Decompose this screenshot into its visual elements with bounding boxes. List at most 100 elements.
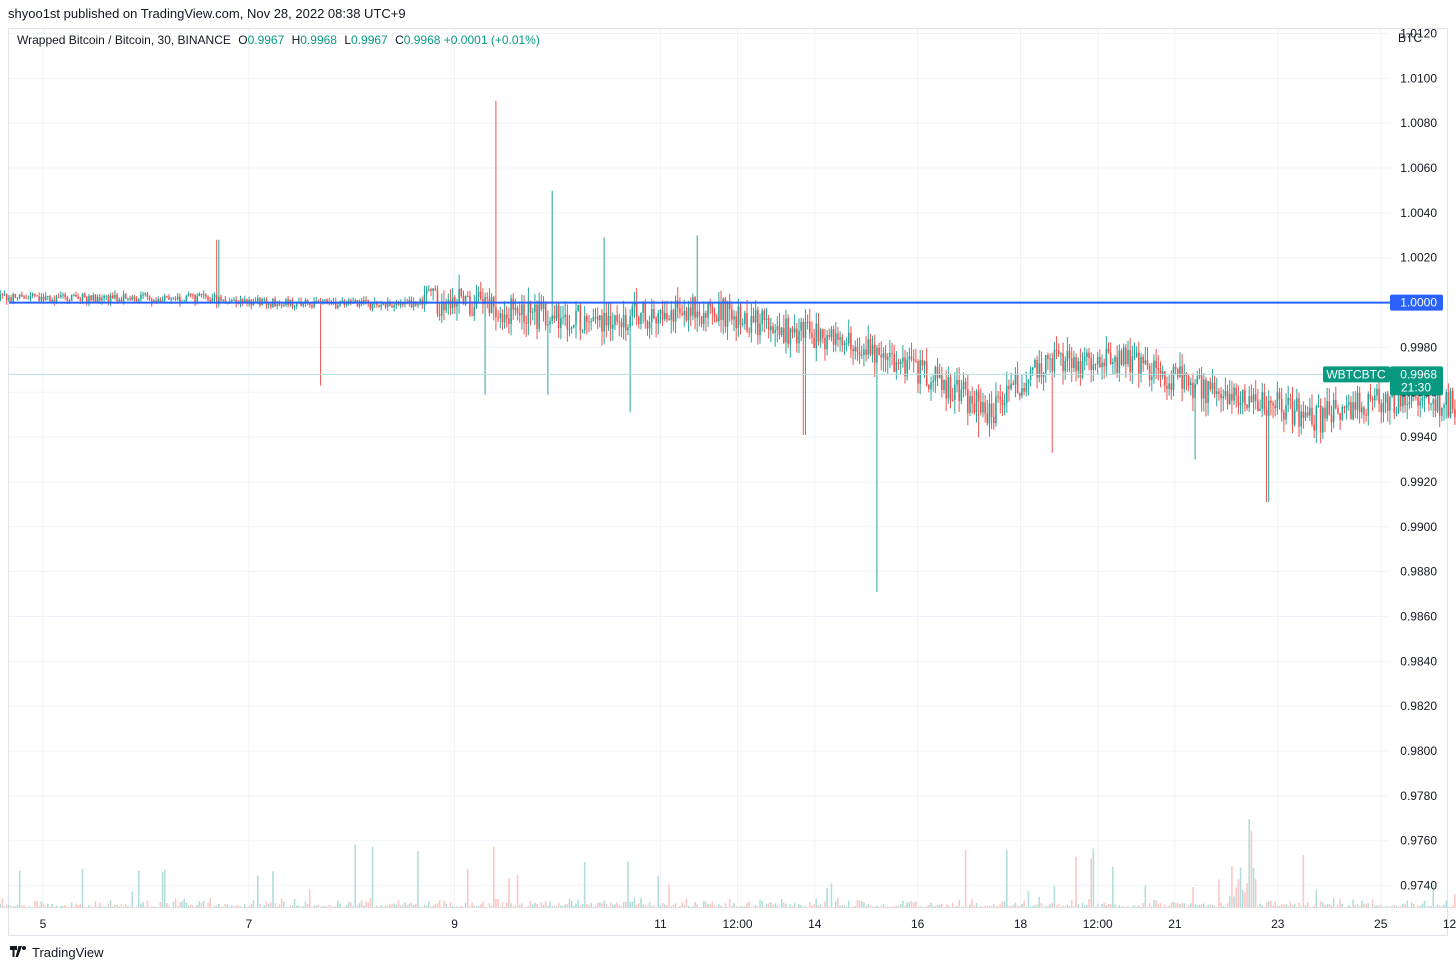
candle-body — [1313, 424, 1315, 431]
volume-bar — [51, 903, 53, 908]
candle-body — [936, 366, 939, 378]
candle-body — [66, 297, 69, 301]
candle-body — [878, 347, 880, 356]
volume-bar — [516, 875, 519, 908]
candle-body — [845, 343, 848, 345]
candle-body — [207, 296, 209, 301]
volume-bar — [977, 906, 980, 908]
volume-bar — [880, 906, 883, 908]
volume-bar — [1339, 899, 1341, 908]
candle-body — [828, 335, 831, 338]
tradingview-footer[interactable]: TradingView — [10, 944, 104, 960]
volume-bar — [568, 898, 571, 908]
volume-bar — [1322, 902, 1324, 908]
volume-bar — [1330, 905, 1333, 908]
candle-body — [728, 301, 731, 310]
volume-bar — [830, 883, 833, 908]
candle-body — [785, 318, 787, 343]
candle-body — [687, 307, 690, 321]
candle-body — [44, 296, 47, 301]
candle-body — [666, 312, 668, 319]
candle-body — [1259, 408, 1261, 411]
candle-body — [958, 379, 960, 401]
volume-bar — [291, 905, 294, 908]
volume-bar — [1441, 906, 1443, 908]
volume-bar — [969, 904, 971, 908]
volume-bar — [1010, 906, 1012, 908]
candle-body — [1347, 402, 1350, 405]
volume-bar — [412, 904, 415, 908]
candle-body — [1248, 396, 1251, 408]
volume-bar — [198, 901, 201, 908]
volume-bar — [417, 851, 419, 908]
volume-bar — [298, 905, 300, 908]
candle-body — [560, 318, 562, 328]
candle-body — [12, 294, 14, 302]
volume-bar — [302, 906, 305, 908]
volume-bar — [311, 906, 313, 908]
volume-bar — [956, 905, 958, 908]
candle-body — [1114, 356, 1116, 363]
price-axis[interactable]: 1.0120 1.0100 1.0080 1.0060 1.0040 1.0020 1.00… — [1400, 26, 1437, 892]
volume-bar — [1263, 906, 1266, 908]
candle-body — [198, 293, 201, 296]
volume-bar — [127, 906, 129, 908]
legend-change: +0.0001 (+0.01%) — [443, 33, 540, 47]
candle-body — [525, 322, 528, 324]
candle-body — [1272, 402, 1274, 406]
candle-body — [778, 326, 781, 335]
volume-bar — [304, 901, 307, 908]
time-axis[interactable]: 5791112:0014161812:0021232512:002812:00D… — [40, 917, 1456, 931]
volume-bar — [923, 906, 926, 908]
volume-bar — [653, 905, 655, 908]
candle-body — [269, 304, 272, 307]
candle-body — [1363, 407, 1365, 415]
volume-bar — [590, 903, 592, 908]
volume-bar — [1389, 906, 1391, 908]
candle-body — [575, 310, 577, 325]
time-tick-label: 25 — [1374, 917, 1388, 931]
candle-body — [412, 301, 415, 308]
candle-body — [1399, 395, 1402, 407]
volume-bar — [687, 905, 690, 908]
candle-body — [1356, 392, 1359, 410]
volume-bar — [787, 906, 789, 908]
volume-bar — [432, 905, 434, 908]
volume-bar — [118, 906, 121, 908]
candle-body — [300, 301, 302, 306]
candle-body — [324, 299, 326, 301]
candle-body — [802, 322, 805, 338]
volume-bar — [1107, 904, 1110, 908]
candle-body — [62, 294, 64, 296]
candle-body — [224, 299, 227, 303]
volume-bar — [705, 901, 707, 908]
volume-bar — [174, 898, 177, 908]
price-axis-unit: BTC — [1398, 31, 1422, 45]
candle-body — [735, 316, 737, 329]
volume-bar — [159, 902, 162, 908]
volume-bar — [1112, 866, 1114, 908]
candle-body — [1107, 348, 1110, 353]
volume-bar — [129, 906, 131, 908]
candle-body — [213, 295, 216, 299]
candle-body — [1189, 382, 1192, 386]
volume-bar — [436, 903, 439, 908]
candle-body — [1036, 359, 1038, 378]
volume-bar — [1423, 900, 1426, 908]
candle-body — [484, 297, 486, 305]
candle-body — [308, 302, 311, 306]
candle-body — [774, 330, 776, 333]
candle-body — [293, 306, 296, 308]
candle-body — [1417, 396, 1419, 406]
volume-bar — [1003, 901, 1006, 908]
volume-bar — [397, 900, 400, 908]
candle-body — [1075, 357, 1077, 371]
candle-body — [581, 330, 584, 332]
volume-bar — [1168, 905, 1170, 908]
candle-body — [1068, 350, 1071, 359]
candle-body — [614, 315, 616, 325]
candle-body — [1386, 393, 1389, 411]
volume-bar — [339, 903, 341, 908]
volume-bar — [1335, 906, 1337, 908]
